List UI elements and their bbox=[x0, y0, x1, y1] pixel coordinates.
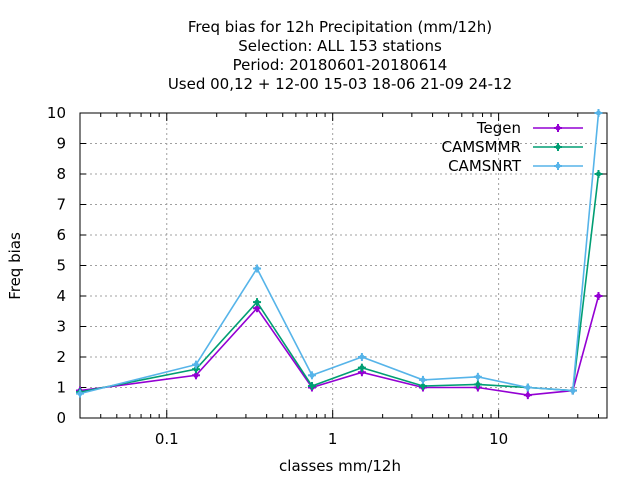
series-line-camsnrt bbox=[79, 112, 600, 395]
legend-label: CAMSNRT bbox=[448, 157, 522, 175]
data-point-camsnrt bbox=[568, 386, 577, 395]
marker-dot bbox=[596, 293, 602, 299]
series-line-tegen bbox=[79, 295, 600, 396]
marker-dot bbox=[525, 385, 531, 390]
marker-dot bbox=[193, 366, 199, 372]
y-tick-label: 3 bbox=[56, 318, 66, 336]
legend-label: Tegen bbox=[476, 119, 521, 137]
data-point-camsnrt bbox=[191, 360, 200, 369]
legend-entry-camsnrt: CAMSNRT bbox=[448, 157, 583, 175]
legend-marker bbox=[554, 143, 562, 151]
marker-dot bbox=[555, 144, 561, 150]
legend-marker bbox=[554, 124, 562, 132]
data-point-camsnrt bbox=[357, 353, 366, 361]
data-point-camsmmr bbox=[357, 363, 366, 372]
chart-title: Freq bias for 12h Precipitation (mm/12h)… bbox=[168, 18, 512, 93]
title-line-1: Freq bias for 12h Precipitation (mm/12h) bbox=[188, 18, 492, 36]
data-point-camsmmr bbox=[253, 298, 262, 307]
data-point-tegen bbox=[594, 292, 603, 300]
plot-frame bbox=[79, 112, 608, 419]
y-tick-label: 10 bbox=[47, 104, 66, 122]
y-tick-label: 9 bbox=[56, 135, 66, 153]
marker-dot bbox=[420, 377, 426, 383]
y-tick-label: 2 bbox=[56, 348, 66, 366]
marker-dot bbox=[309, 372, 315, 378]
marker-dot bbox=[254, 299, 260, 305]
data-point-tegen bbox=[523, 391, 532, 400]
axes: 0 1 2 3 4 5 6 7 8 9 10 0.1 1 10 bbox=[47, 104, 608, 448]
data-point-camsnrt bbox=[523, 383, 532, 392]
data-point-camsmmr bbox=[594, 170, 603, 178]
marker-dot bbox=[359, 369, 365, 375]
legend-marker bbox=[554, 162, 562, 170]
marker-dot bbox=[359, 354, 365, 360]
series-line-camsmmr bbox=[79, 173, 600, 393]
data-point-camsnrt bbox=[473, 372, 482, 381]
marker-dot bbox=[77, 391, 83, 397]
title-line-3: Period: 20180601-20180614 bbox=[233, 56, 448, 74]
y-tick-label: 4 bbox=[56, 287, 66, 305]
x-tick-label: 0.1 bbox=[155, 430, 179, 448]
series-tegen bbox=[76, 292, 603, 400]
data-point-camsnrt bbox=[418, 375, 427, 384]
x-tick-label: 10 bbox=[489, 430, 508, 448]
y-tick-label: 8 bbox=[56, 165, 66, 183]
marker-dot bbox=[596, 110, 602, 116]
data-point-camsnrt bbox=[76, 389, 84, 398]
y-tick-label: 5 bbox=[56, 257, 66, 275]
legend-entry-camsmmr: CAMSMMR bbox=[441, 138, 583, 156]
marker-dot bbox=[570, 388, 576, 394]
marker-dot bbox=[475, 381, 481, 387]
marker-dot bbox=[596, 171, 602, 177]
marker-dot bbox=[525, 392, 531, 398]
marker-dot bbox=[420, 383, 426, 389]
marker-dot bbox=[475, 374, 481, 380]
y-tick-label: 7 bbox=[56, 196, 66, 214]
x-axis-label: classes mm/12h bbox=[279, 457, 401, 475]
data-point-camsmmr bbox=[307, 381, 316, 390]
y-axis-label: Freq bias bbox=[6, 232, 24, 300]
marker-dot bbox=[359, 365, 365, 371]
data-point-camsnrt bbox=[253, 264, 262, 273]
data-point-camsnrt bbox=[307, 371, 316, 380]
legend-label: CAMSMMR bbox=[441, 138, 521, 156]
data-point-camsnrt bbox=[594, 109, 603, 117]
legend-entry-tegen: Tegen bbox=[476, 119, 583, 137]
marker-dot bbox=[555, 125, 561, 131]
x-tick-label: 1 bbox=[328, 430, 338, 448]
marker-dot bbox=[309, 383, 315, 389]
title-line-4: Used 00,12 + 12-00 15-03 18-06 21-09 24-… bbox=[168, 75, 512, 93]
marker-dot bbox=[193, 362, 199, 368]
data-point-camsmmr bbox=[473, 380, 482, 389]
y-tick-label: 0 bbox=[56, 409, 66, 427]
marker-dot bbox=[193, 372, 199, 378]
title-line-2: Selection: ALL 153 stations bbox=[238, 37, 442, 55]
grid bbox=[80, 113, 607, 418]
marker-dot bbox=[254, 266, 260, 272]
marker-dot bbox=[254, 305, 260, 311]
marker-dot bbox=[555, 163, 561, 169]
y-tick-label: 1 bbox=[56, 379, 66, 397]
y-tick-label: 6 bbox=[56, 226, 66, 244]
series-camsmmr bbox=[76, 170, 603, 397]
series-camsnrt bbox=[76, 109, 603, 398]
series-group bbox=[76, 109, 603, 400]
